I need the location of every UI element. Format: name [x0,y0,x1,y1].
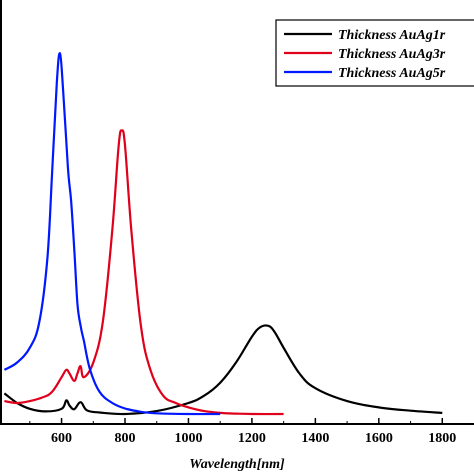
series-layer [3,52,443,416]
series-line-1 [3,324,443,416]
legend-label-2: Thickness AuAg3r [338,47,446,62]
x-tick-label: 800 [115,431,136,446]
legend-label-1: Thickness AuAg1r [338,28,446,43]
x-axis-title: Wavelength[nm] [189,457,285,472]
series-line-3 [3,52,221,416]
legend-label-3: Thickness AuAg5r [338,66,446,81]
x-tick-label: 1200 [238,431,266,446]
legend-box [275,19,474,87]
x-axis: 600 800 1000 1200 1400 1600 1800 [29,418,456,446]
x-tick-label: 1800 [428,431,456,446]
x-tick-label: 1400 [301,431,329,446]
legend: Thickness AuAg1r Thickness AuAg3r Thicknes… [275,19,474,87]
x-tick-label: 600 [51,431,72,446]
x-tick-label: 1600 [365,431,393,446]
series-line-2 [4,129,284,416]
plot-frame [0,0,474,425]
x-tick-label: 1000 [174,431,202,446]
